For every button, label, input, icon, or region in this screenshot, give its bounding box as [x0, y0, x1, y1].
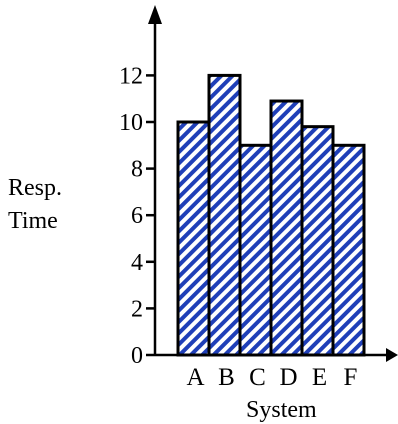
y-axis-label-line1: Resp.	[8, 175, 62, 201]
x-tick-label-B: B	[218, 364, 235, 391]
y-axis-arrow	[148, 5, 162, 24]
x-axis	[155, 348, 398, 362]
x-tick-label-F: F	[344, 364, 358, 391]
y-tick-label-0: 0	[131, 343, 143, 369]
y-tick-label-8: 8	[131, 157, 143, 183]
x-tick-label-E: E	[312, 364, 327, 391]
x-axis-arrow	[386, 348, 398, 362]
x-tick-label-C: C	[249, 364, 266, 391]
y-tick-label-12: 12	[119, 63, 143, 89]
bar-B	[207, 73, 242, 357]
x-tick-label-D: D	[279, 364, 297, 391]
bar-F	[331, 143, 366, 357]
bar-D	[269, 99, 304, 357]
bar-C	[238, 143, 273, 357]
y-ticks-group: 0 2 4 6 8 10 12	[119, 63, 155, 369]
bars-group	[176, 73, 366, 357]
y-axis	[148, 5, 162, 356]
y-tick-label-10: 10	[119, 110, 143, 136]
y-tick-label-4: 4	[131, 250, 143, 276]
y-tick-label-6: 6	[131, 203, 143, 229]
x-tick-label-A: A	[186, 364, 204, 391]
bar-A	[176, 120, 211, 357]
y-tick-label-2: 2	[131, 296, 143, 322]
bar-E	[300, 125, 335, 357]
x-axis-label: System	[246, 397, 317, 423]
y-axis-label-line2: Time	[8, 208, 58, 234]
